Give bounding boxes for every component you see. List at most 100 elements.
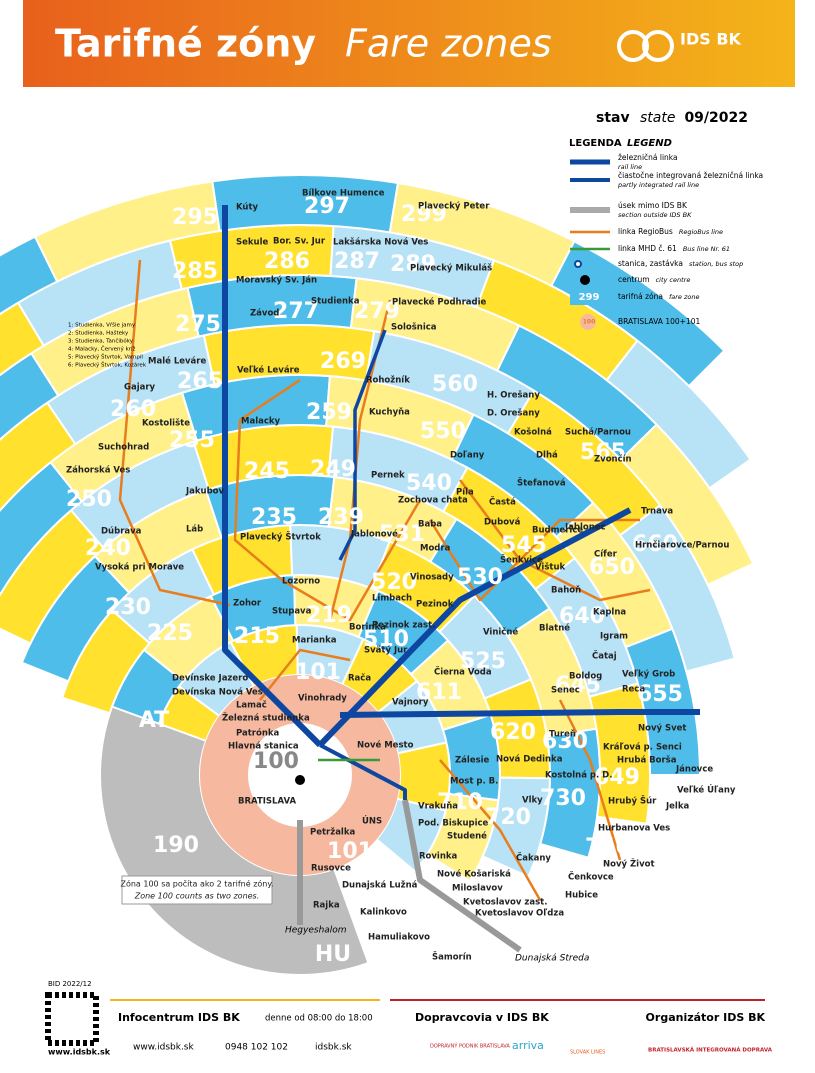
station: Jánovce [675, 765, 713, 775]
station: Šamorín [432, 951, 472, 963]
line [439, 759, 542, 901]
station: Láb [186, 525, 203, 535]
station: Blatné [539, 623, 570, 634]
zone-number: 230 [105, 595, 151, 620]
station: Hrubý Šúr [608, 795, 657, 807]
organizer: BRATISLAVSKÁ INTEGROVANÁ DOPRAVA [648, 1047, 773, 1054]
zone-number: 279 [354, 299, 400, 324]
legend-label-en: rail line [618, 163, 642, 171]
station: Kúty [236, 203, 259, 213]
zone-number: 560 [432, 372, 478, 397]
zone-number: 531 [379, 522, 425, 547]
state-label: stav [596, 110, 630, 126]
zone-number: 190 [153, 833, 199, 858]
station: Závod [250, 309, 279, 319]
station: Cífer [594, 550, 618, 560]
zone-number: 245 [244, 459, 290, 484]
station: Boldog [569, 672, 602, 682]
station: Hrnčiarovce/Parnou [635, 540, 729, 551]
station: Oľdza [536, 909, 564, 919]
station: Lakšárska Nová Ves [333, 237, 428, 248]
station: Kuchyňa [369, 408, 410, 418]
legend-label-en: station, bus stop [689, 260, 743, 268]
station: Vinosady [410, 573, 454, 583]
zone-number: 530 [457, 565, 503, 590]
station: Lozorno [282, 577, 320, 587]
legend-label-en: city centre [656, 276, 691, 284]
zone-number: 101 [295, 660, 341, 685]
station: Nové Mesto [357, 740, 414, 751]
country: HU [315, 942, 351, 967]
station: Suchohrad [98, 443, 149, 453]
zone-number: 275 [175, 312, 221, 337]
zone-number: 286 [264, 249, 310, 274]
station: Rusovce [311, 864, 351, 874]
station: Pezinok zast. [372, 621, 435, 631]
zone-number: 250 [66, 487, 112, 512]
zone-number: 239 [318, 505, 364, 530]
station: Most p. B. [450, 777, 498, 787]
station: Sekule [236, 238, 269, 248]
station: Jakubov [185, 487, 225, 497]
legend-label: BRATISLAVA 100+101 [618, 317, 700, 326]
station: Moravský Sv. Ján [236, 276, 317, 286]
station: Bahoň [551, 586, 581, 596]
station: Častá [489, 496, 516, 508]
zone-number: 550 [420, 419, 466, 444]
station: Železná studienka [222, 712, 310, 724]
zone-number: 645 [555, 673, 601, 698]
line [233, 378, 422, 622]
logo: IDS BK [617, 30, 742, 62]
labels: 295 297 299 286 287 285 289 275 277 279 269 265 560 2… [66, 153, 763, 967]
station: Kráľová p. Senci [603, 743, 682, 753]
station: Dlhá [536, 451, 558, 461]
line [428, 518, 640, 602]
zone-number: 525 [460, 649, 506, 674]
station: ÚNS [362, 815, 382, 827]
carriers-title: Dopravcovia v IDS BK [415, 1011, 549, 1024]
station: Petržalka [310, 828, 355, 838]
zone-number: 640 [559, 604, 605, 629]
station: Lamač [236, 700, 267, 711]
station: Jablonec [564, 523, 606, 533]
station: Baba [418, 520, 442, 530]
city-centre [295, 775, 305, 785]
zone-number: 255 [169, 428, 215, 453]
zone-number: 289 [390, 252, 436, 277]
zone-sector [550, 240, 726, 388]
station: Pernek [371, 471, 405, 481]
zone-number: 299 [401, 202, 447, 227]
station: Hubice [565, 891, 598, 901]
station: Šenkvice [500, 554, 543, 566]
zone-number: 545 [501, 533, 547, 558]
station: Veľký Grob [622, 670, 675, 680]
station: Pod. Biskupice [418, 819, 489, 829]
zone-number: 630 [542, 729, 588, 754]
station: Limbach [372, 594, 412, 604]
legend-label-en: fare zone [669, 293, 700, 301]
station: Devínske Jazero [172, 674, 248, 684]
station: Jablonové [350, 529, 398, 540]
station: Stupava [272, 607, 312, 617]
zone-number: 215 [234, 624, 280, 649]
zone-number: 659 [649, 805, 695, 830]
station: Kaplna [593, 608, 626, 618]
zone-number: 249 [310, 457, 356, 482]
station: Rohožník [366, 376, 410, 386]
station: Suchá/Parnou [565, 428, 631, 438]
station: Doľany [450, 451, 485, 461]
station: Malacky [241, 417, 281, 427]
zone-number: 101 [327, 839, 373, 864]
station: Zohor [233, 599, 262, 609]
station: Kvetoslavov [475, 909, 534, 919]
station: Marianka [292, 636, 337, 646]
station: Rajka [313, 901, 340, 911]
title: Tarifné zóny [55, 22, 316, 66]
zone-sector [624, 627, 702, 776]
station: Nová Dedinka [496, 755, 563, 765]
legend-label: úsek mimo IDS BK [618, 201, 688, 210]
station: Studené [447, 831, 487, 842]
zone-number: 269 [320, 349, 366, 374]
station: Kostolná p. D. [545, 771, 612, 781]
zone-number: 235 [251, 505, 297, 530]
